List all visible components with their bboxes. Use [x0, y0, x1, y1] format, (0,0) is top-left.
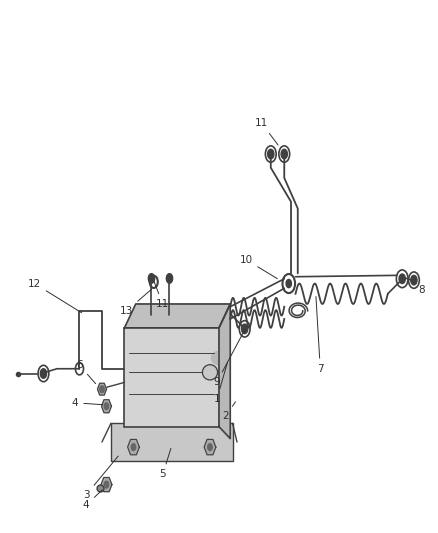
Polygon shape — [102, 400, 111, 413]
Polygon shape — [98, 383, 106, 395]
Text: 11: 11 — [255, 118, 278, 145]
Text: 6: 6 — [76, 360, 95, 384]
Text: 4: 4 — [72, 398, 103, 408]
Circle shape — [208, 443, 212, 450]
Circle shape — [104, 403, 109, 410]
Circle shape — [40, 369, 46, 378]
Circle shape — [166, 273, 173, 283]
Text: 10: 10 — [240, 255, 277, 279]
Text: 9: 9 — [213, 330, 245, 387]
Circle shape — [399, 274, 405, 284]
Circle shape — [100, 386, 104, 393]
Text: 12: 12 — [28, 279, 81, 313]
Text: 8: 8 — [415, 279, 425, 295]
Circle shape — [104, 481, 109, 488]
Text: 5: 5 — [159, 448, 171, 479]
Text: 3: 3 — [83, 456, 118, 500]
Polygon shape — [101, 478, 112, 491]
Text: 7: 7 — [316, 296, 324, 374]
Polygon shape — [124, 304, 230, 328]
Circle shape — [286, 279, 291, 288]
Bar — [124, 328, 219, 426]
Polygon shape — [219, 304, 230, 439]
Circle shape — [241, 324, 248, 334]
Polygon shape — [204, 439, 216, 455]
Polygon shape — [127, 439, 139, 455]
Bar — [111, 423, 233, 461]
Text: 2: 2 — [223, 402, 236, 422]
Ellipse shape — [212, 351, 226, 365]
Text: 4: 4 — [83, 490, 102, 510]
Circle shape — [281, 149, 287, 159]
Circle shape — [411, 276, 417, 285]
Circle shape — [268, 149, 274, 159]
Text: 1: 1 — [213, 363, 227, 405]
Text: 13: 13 — [120, 289, 152, 316]
Circle shape — [148, 273, 155, 283]
Text: 11: 11 — [154, 281, 170, 309]
Ellipse shape — [202, 365, 218, 380]
Circle shape — [131, 443, 136, 450]
